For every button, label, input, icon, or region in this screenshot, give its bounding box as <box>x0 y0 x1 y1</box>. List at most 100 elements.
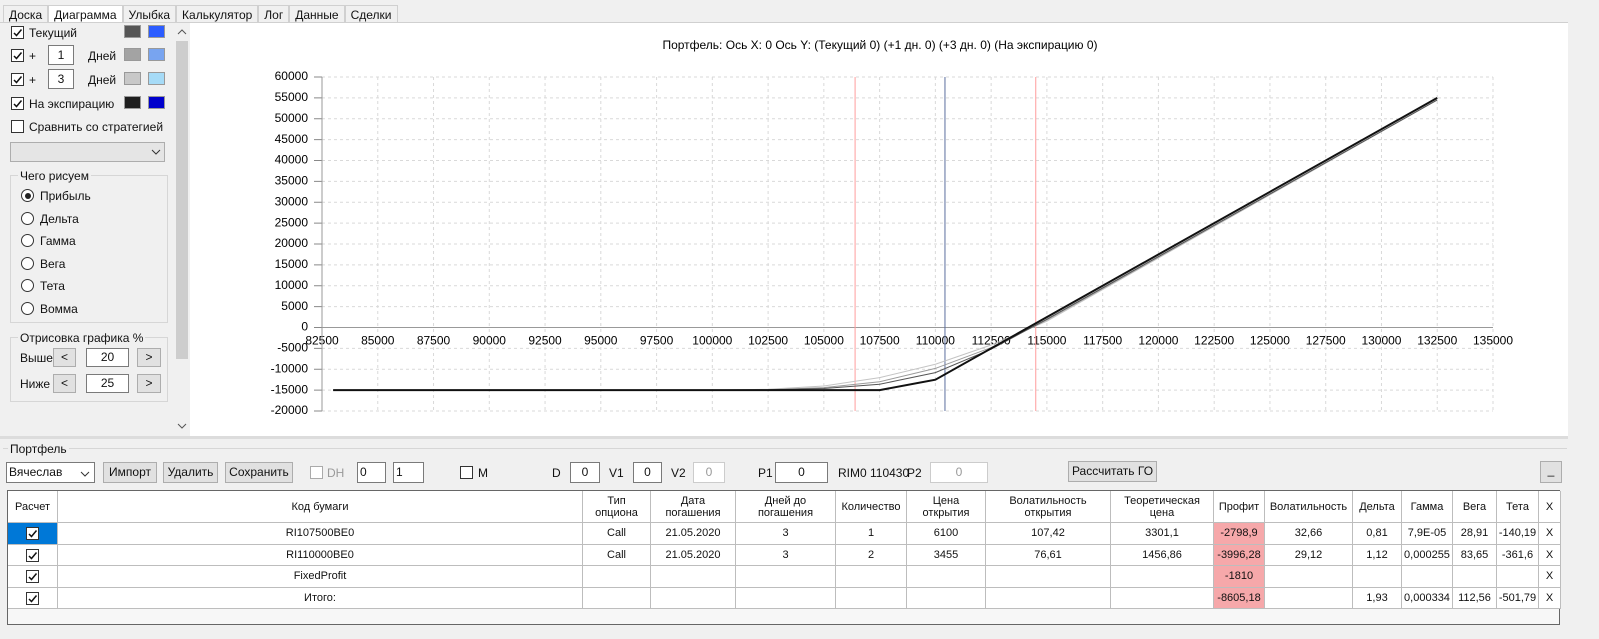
table-cell: 76,61 <box>986 544 1111 566</box>
table-cell <box>836 566 907 588</box>
calc-button[interactable]: Рассчитать ГО <box>1068 461 1157 482</box>
y-tick-label: -20000 <box>271 403 309 417</box>
field-input[interactable]: 0 <box>570 462 600 483</box>
radio[interactable] <box>21 234 34 247</box>
x-tick-label: 117500 <box>1083 334 1122 348</box>
label: D <box>552 466 561 480</box>
table-cell <box>1265 587 1353 609</box>
check-mark <box>28 573 38 581</box>
x-tick-label: 130000 <box>1361 334 1401 348</box>
days-input[interactable]: 3 <box>48 69 74 89</box>
decrement-button[interactable]: < <box>53 348 76 367</box>
x-tick-label: 92500 <box>528 334 562 348</box>
radio-dot <box>24 192 31 199</box>
checkbox[interactable] <box>11 49 24 62</box>
minimize-button[interactable]: _ <box>1540 461 1562 483</box>
label: Вега <box>40 256 66 271</box>
table-cell: RI110000BE0 <box>58 544 583 566</box>
checkbox[interactable] <box>11 73 24 86</box>
tab[interactable]: Доска <box>3 5 49 23</box>
radio[interactable] <box>21 301 34 315</box>
color-swatch[interactable] <box>124 25 141 38</box>
table-cell: -140,19 <box>1497 523 1539 545</box>
table-cell: 0,000334 <box>1402 587 1453 609</box>
button[interactable]: Удалить <box>163 462 218 483</box>
table-cell: -8605,18 <box>1214 587 1265 609</box>
checkbox[interactable] <box>26 527 39 540</box>
checkbox[interactable] <box>26 570 39 583</box>
button[interactable]: Сохранить <box>225 462 293 483</box>
radio[interactable] <box>21 256 34 270</box>
scrollbar[interactable] <box>175 24 189 434</box>
field-input[interactable]: 0 <box>930 462 988 483</box>
table-cell: 6100 <box>907 523 986 545</box>
check-mark <box>13 29 23 37</box>
tab[interactable]: Сделки <box>344 5 398 23</box>
label: P2 <box>907 466 922 480</box>
radio[interactable] <box>21 279 34 292</box>
table-cell[interactable]: X <box>1539 566 1561 588</box>
table-cell <box>1353 566 1402 588</box>
color-swatch[interactable] <box>148 72 165 85</box>
button[interactable]: Импорт <box>103 462 157 483</box>
tab[interactable]: Калькулятор <box>176 5 259 23</box>
x-tick-label: 97500 <box>640 334 674 348</box>
table-cell: RI107500BE0 <box>58 523 583 545</box>
checkbox[interactable] <box>11 120 24 133</box>
table-cell: Итого: <box>58 587 583 609</box>
field-input[interactable]: 0 <box>775 462 828 483</box>
color-swatch[interactable] <box>124 48 141 61</box>
checkbox[interactable] <box>310 466 323 479</box>
radio[interactable] <box>21 211 34 225</box>
tab[interactable]: Лог <box>258 5 290 23</box>
x-tick-label: 87500 <box>417 334 451 348</box>
decrement-button[interactable]: < <box>53 374 76 393</box>
column-header: Волатильность открытия <box>986 491 1111 523</box>
table-cell <box>1111 587 1214 609</box>
color-swatch[interactable] <box>148 48 165 61</box>
color-swatch[interactable] <box>124 96 141 109</box>
checkbox[interactable] <box>26 591 39 605</box>
increment-button[interactable]: > <box>137 348 161 367</box>
color-swatch[interactable] <box>148 96 165 109</box>
x-tick-label: 127500 <box>1306 334 1346 348</box>
tab[interactable]: Улыбка <box>122 5 177 23</box>
strategy-dropdown[interactable] <box>10 142 165 162</box>
spin-input[interactable]: 1 <box>393 462 424 483</box>
table-cell: 0,81 <box>1353 523 1402 545</box>
table-cell[interactable]: X <box>1539 523 1561 545</box>
field-input[interactable]: 0 <box>693 462 725 483</box>
table-cell[interactable]: X <box>1539 587 1561 609</box>
radio[interactable] <box>21 189 34 202</box>
checkbox[interactable] <box>26 548 39 562</box>
spin-input[interactable]: 0 <box>357 462 386 483</box>
group-title: Портфель <box>8 442 69 456</box>
tab[interactable]: Данные <box>289 5 345 23</box>
checkbox[interactable] <box>11 97 24 110</box>
color-swatch[interactable] <box>148 25 165 38</box>
checkbox[interactable] <box>460 466 473 479</box>
field-input[interactable]: 0 <box>633 462 662 483</box>
color-swatch[interactable] <box>124 72 141 85</box>
label: + <box>29 73 37 87</box>
column-header: Дата погашения <box>651 491 736 523</box>
dropdown-arrow <box>151 149 161 155</box>
label: Вомма <box>40 301 78 316</box>
label: Выше <box>20 351 53 365</box>
days-input[interactable]: 1 <box>48 45 74 65</box>
table-cell: Call <box>583 544 651 566</box>
y-tick-label: 0 <box>301 320 308 334</box>
table-cell[interactable]: X <box>1539 544 1561 566</box>
increment-button[interactable]: > <box>137 374 161 393</box>
table-cell <box>1402 566 1453 588</box>
label: На экспирацию <box>29 97 115 111</box>
tab[interactable]: Диаграмма <box>48 5 123 23</box>
percent-input[interactable]: 20 <box>86 348 129 367</box>
table-cell: 28,91 <box>1453 523 1497 545</box>
table-cell <box>1453 566 1497 588</box>
series-line <box>333 97 1438 392</box>
checkbox[interactable] <box>11 26 24 39</box>
percent-input[interactable]: 25 <box>86 374 129 393</box>
x-tick-label: 85000 <box>361 334 395 348</box>
account-dropdown[interactable]: Вячеслав <box>6 462 95 483</box>
